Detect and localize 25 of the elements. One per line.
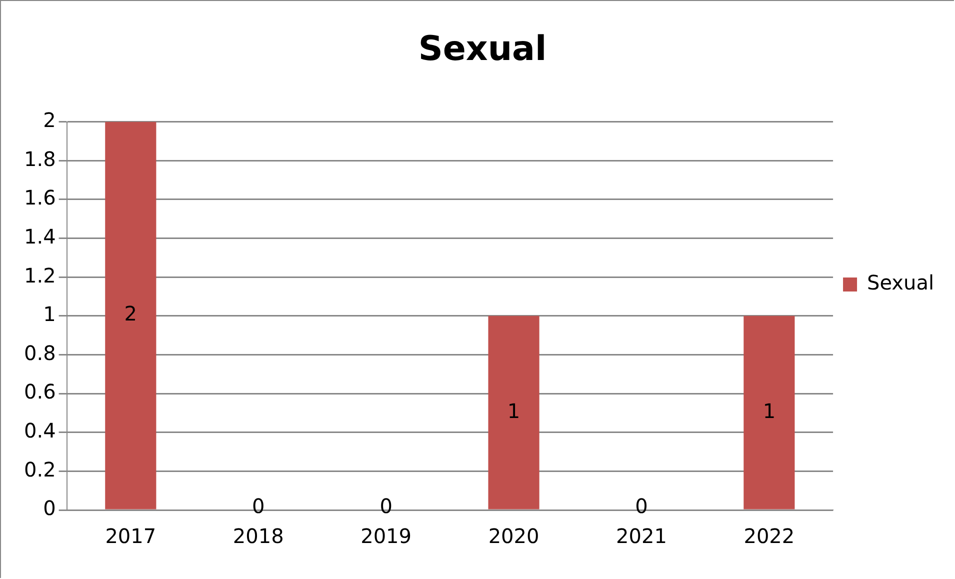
data-label: 1 [762,398,776,423]
y-tick-label: 2 [43,108,56,132]
y-tick-label: 1.2 [24,263,56,288]
legend-label: Sexual [867,270,934,295]
x-tick-label: 2017 [105,524,156,548]
data-label: 1 [507,398,520,423]
y-tick-label: 0.2 [24,457,56,482]
y-tick-label: 1.6 [24,186,56,210]
y-tick-label: 1.4 [24,224,56,248]
data-label: 2 [124,302,138,326]
data-label: 0 [380,494,392,518]
x-tick-label: 2018 [232,524,284,548]
y-tick-label: 0.4 [24,418,56,443]
x-tick-label: 2022 [744,524,795,548]
chart-title: Sexual [418,29,547,70]
y-tick-label: 1 [43,302,56,326]
data-label: 0 [252,494,265,518]
y-tick-label: 0.8 [24,340,56,365]
x-tick-label: 2019 [360,524,412,548]
y-tick-label: 0 [43,496,56,520]
data-label: 0 [635,494,648,518]
x-tick-label: 2021 [616,524,667,548]
x-tick-label: 2020 [488,524,540,548]
y-tick-label: 0.6 [24,380,56,404]
y-tick-label: 1.8 [24,146,56,171]
